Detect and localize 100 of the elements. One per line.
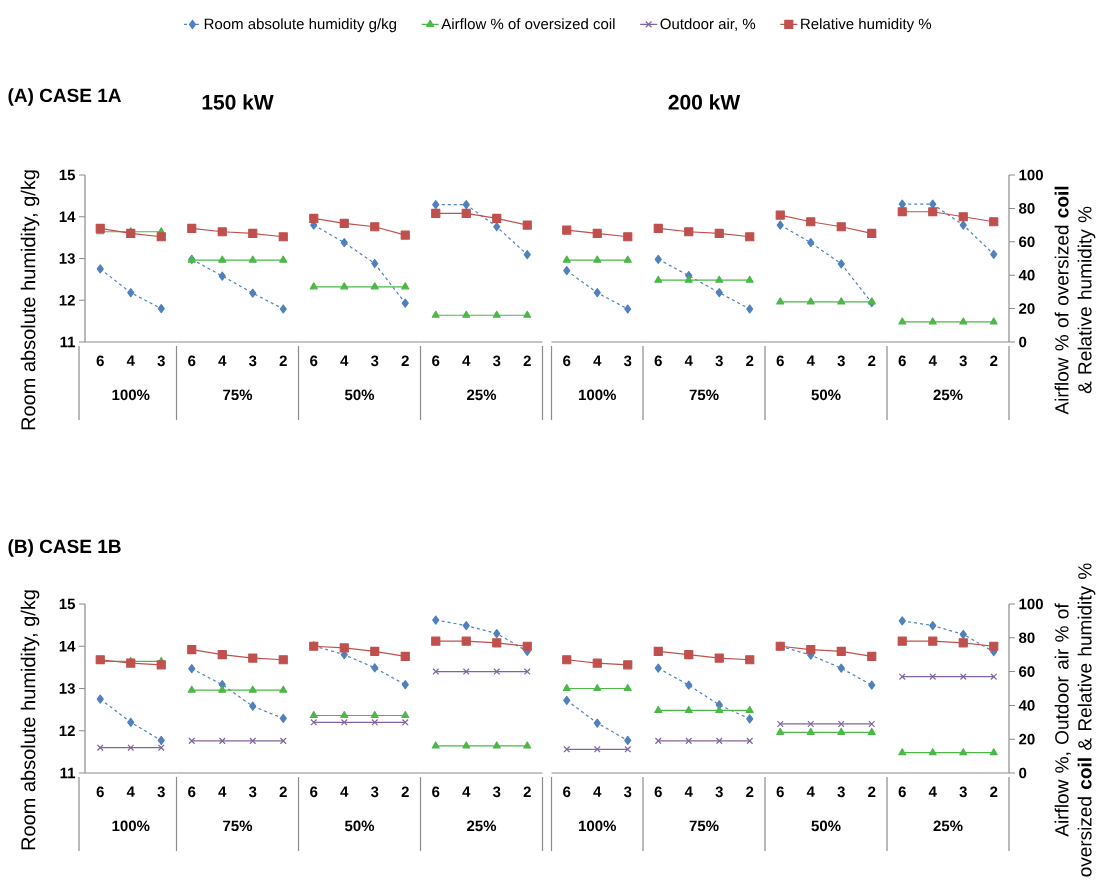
x-tick-label: 6 <box>432 355 440 367</box>
x-tick-label: 6 <box>898 355 906 367</box>
x-tick-label: 2 <box>523 786 531 797</box>
x-axis-title: 75% <box>689 820 719 832</box>
x-tick-label: 3 <box>623 355 632 367</box>
x-tick-label: 3 <box>248 355 257 367</box>
x-tick-label: 3 <box>370 355 379 367</box>
x-tick-label: 6 <box>776 355 784 367</box>
x-tick-label: 4 <box>928 786 937 797</box>
y2-tick-label: 80 <box>1019 632 1035 644</box>
x-tick-label: 4 <box>126 355 135 366</box>
x-tick-label: 6 <box>96 355 104 367</box>
y2-tick-label: 0 <box>1019 336 1027 348</box>
x-axis-title: 100% <box>112 820 150 832</box>
text: (B) CASE 1B <box>8 539 121 557</box>
x-axis-title: 50% <box>344 389 375 401</box>
text: (A) CASE 1A <box>8 88 122 106</box>
x-tick-label: 3 <box>623 786 632 798</box>
y-tick-label: 12 <box>59 725 75 736</box>
y-tick-label: 13 <box>59 683 75 694</box>
x-tick-label: 4 <box>593 355 602 366</box>
x-axis-title: 100% <box>112 389 150 401</box>
y2-tick-label: 20 <box>1019 733 1035 745</box>
y2-tick-label: 20 <box>1019 303 1035 314</box>
y2-tick-label: 0 <box>1019 767 1027 779</box>
x-tick-label: 6 <box>563 786 571 798</box>
x-tick-label: 3 <box>492 355 501 367</box>
x-tick-label: 2 <box>746 355 754 366</box>
x-tick-label: 2 <box>401 786 409 797</box>
x-tick-label: 6 <box>96 786 104 798</box>
x-tick-label: 4 <box>462 786 471 797</box>
x-tick-label: 6 <box>432 786 440 798</box>
x-axis-title: 25% <box>933 389 963 401</box>
y-axis-title: Room absolute humidity, g/kg <box>20 590 40 850</box>
x-tick-label: 3 <box>715 786 723 798</box>
x-tick-label: 4 <box>806 786 815 797</box>
y-tick-label: 15 <box>59 169 76 181</box>
x-axis-title: 25% <box>467 820 497 832</box>
y-tick-label: 13 <box>59 253 75 264</box>
x-tick-label: 4 <box>928 355 937 366</box>
x-tick-label: 3 <box>959 786 967 798</box>
y-tick-label: 12 <box>59 295 75 306</box>
y-tick-label: 11 <box>60 767 76 779</box>
x-tick-label: 2 <box>279 786 287 797</box>
x-tick-label: 6 <box>776 786 784 798</box>
y2-tick-label: 40 <box>1018 700 1035 711</box>
x-axis-title: 75% <box>223 820 253 832</box>
x-axis-title: 25% <box>467 389 497 401</box>
x-tick-label: 3 <box>370 786 379 798</box>
legend-label: Outdoor air, % <box>660 18 756 31</box>
legend-label: Relative humidity % <box>801 18 932 33</box>
x-tick-label: 2 <box>990 355 998 366</box>
x-tick-label: 4 <box>462 355 471 366</box>
x-tick-label: 3 <box>959 355 967 367</box>
x-axis-title: 50% <box>344 820 375 832</box>
x-tick-label: 6 <box>563 355 571 367</box>
x-tick-label: 3 <box>157 786 165 798</box>
x-tick-label: 4 <box>340 355 349 366</box>
legend-label: Room absolute humidity g/kg <box>204 18 397 33</box>
x-tick-label: 2 <box>868 355 876 366</box>
x-axis-title: 75% <box>223 389 253 401</box>
y2-tick-label: 100 <box>1019 169 1043 181</box>
x-axis-title: 50% <box>811 820 841 832</box>
x-tick-label: 2 <box>279 355 287 366</box>
x-tick-label: 3 <box>248 786 257 798</box>
x-axis-title: 50% <box>811 389 841 401</box>
x-tick-label: 2 <box>868 786 876 797</box>
x-tick-label: 3 <box>492 786 501 798</box>
x-tick-label: 6 <box>654 355 662 367</box>
x-tick-label: 4 <box>593 786 602 797</box>
chart-title: 150 kW <box>202 94 274 110</box>
x-tick-label: 4 <box>218 786 227 797</box>
x-tick-label: 3 <box>837 355 845 367</box>
x-tick-label: 4 <box>340 786 349 797</box>
x-tick-label: 4 <box>684 355 693 366</box>
x-tick-label: 6 <box>188 355 196 367</box>
x-tick-label: 6 <box>188 786 196 798</box>
x-tick-label: 4 <box>684 786 693 797</box>
y2-tick-label: 100 <box>1019 598 1043 610</box>
y-axis-title: Room absolute humidity, g/kg <box>20 170 40 430</box>
x-axis-title: 100% <box>579 820 617 832</box>
x-axis-title: 100% <box>579 389 617 401</box>
x-tick-label: 3 <box>837 786 845 798</box>
x-tick-label: 2 <box>746 786 754 797</box>
y2-tick-label: 60 <box>1019 236 1035 248</box>
chart-title: 200 kW <box>668 94 741 110</box>
x-tick-label: 2 <box>990 786 998 797</box>
x-axis-title: 75% <box>689 389 719 401</box>
y2-tick-label: 40 <box>1018 269 1035 281</box>
x-tick-label: 6 <box>654 786 662 798</box>
legend-label: Airflow % of oversized coil <box>441 18 615 30</box>
x-tick-label: 2 <box>523 355 531 366</box>
x-tick-label: 2 <box>401 355 409 366</box>
y-tick-label: 14 <box>59 641 76 652</box>
x-tick-label: 6 <box>310 786 318 798</box>
y2-tick-label: 80 <box>1019 203 1035 214</box>
y2-tick-label: 60 <box>1019 666 1035 677</box>
x-tick-label: 3 <box>157 355 165 367</box>
x-tick-label: 3 <box>715 355 723 367</box>
x-tick-label: 4 <box>806 355 815 366</box>
